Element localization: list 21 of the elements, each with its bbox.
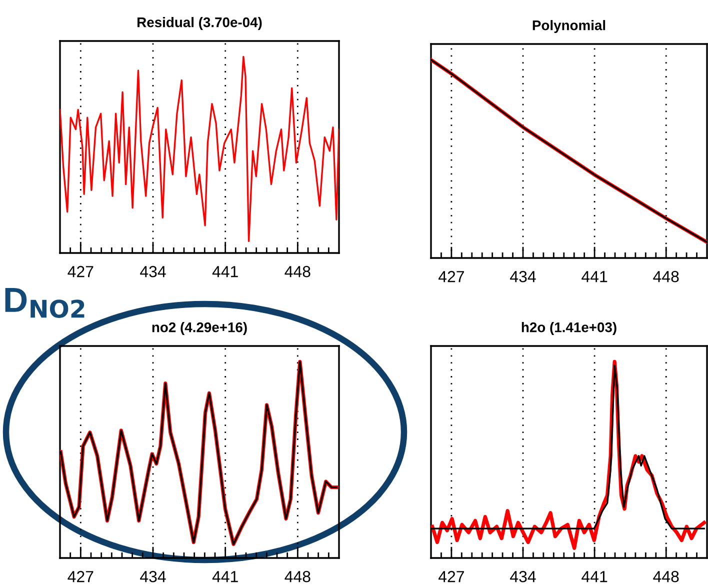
x-tick-label: 434	[140, 266, 166, 278]
chart-title: no2 (4.29e+16)	[152, 322, 247, 335]
x-tick-label: 448	[653, 270, 679, 282]
text: D$_{NO2}$	[5, 288, 84, 318]
x-tick-label: 434	[510, 570, 536, 582]
chart-title: h2o (1.41e+03)	[522, 322, 616, 335]
x-tick-label: 448	[284, 570, 310, 582]
x-tick-label: 427	[68, 266, 94, 278]
x-tick-label: 448	[653, 570, 679, 582]
x-tick-label: 441	[212, 571, 238, 582]
x-tick-label: 427	[68, 570, 94, 582]
chart-title: Polynomial	[532, 20, 606, 33]
x-tick-label: 441	[582, 571, 608, 582]
x-tick-label: 427	[438, 270, 464, 282]
x-tick-label: 448	[284, 266, 310, 278]
x-tick-label: 434	[140, 570, 166, 582]
x-tick-label: 441	[582, 271, 608, 282]
x-tick-label: 441	[212, 266, 238, 278]
x-tick-label: 427	[438, 570, 464, 582]
x-tick-label: 434	[510, 270, 536, 282]
chart-title: Residual (3.70e-04)	[138, 17, 262, 30]
